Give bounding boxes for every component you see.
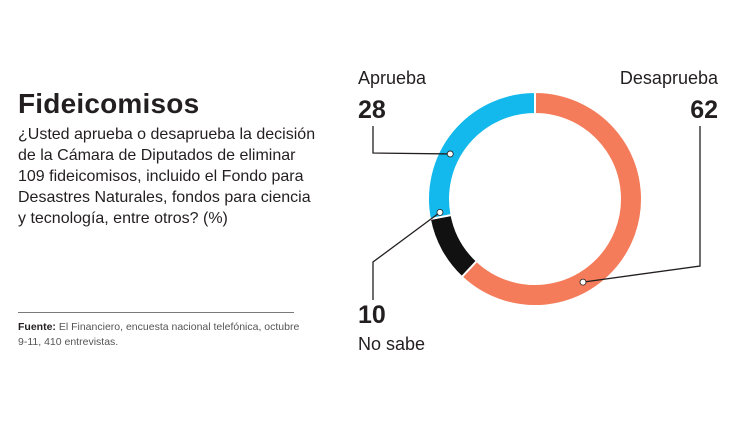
slice-value-desaprueba: 62 [690,96,718,124]
slice-no-sabe [428,213,479,279]
survey-question: ¿Usted aprueba o desaprueba la decisión … [18,126,316,227]
slice-desaprueba [460,90,643,307]
leader-line-no-sabe [372,211,441,300]
leader-dot-desaprueba [579,278,587,286]
leader-line-aprueba [372,126,451,155]
leader-line-desaprueba [582,126,701,283]
slice-value-aprueba: 28 [358,96,386,124]
source-divider [18,312,294,313]
slice-label-aprueba: Aprueba [358,68,427,88]
source-text: El Financiero, encuesta nacional telefón… [18,321,300,348]
leader-dot-no-sabe [436,208,444,216]
source-note: Fuente: El Financiero, encuesta nacional… [18,320,308,350]
slice-label-desaprueba: Desaprueba [620,68,719,88]
source-label: Fuente: [18,321,56,333]
chart-title: Fideicomisos [18,88,200,119]
slice-label-no-sabe: No sabe [358,334,425,354]
slice-value-no-sabe: 10 [358,301,386,329]
leader-dot-aprueba [446,150,454,158]
slice-aprueba [427,90,536,221]
